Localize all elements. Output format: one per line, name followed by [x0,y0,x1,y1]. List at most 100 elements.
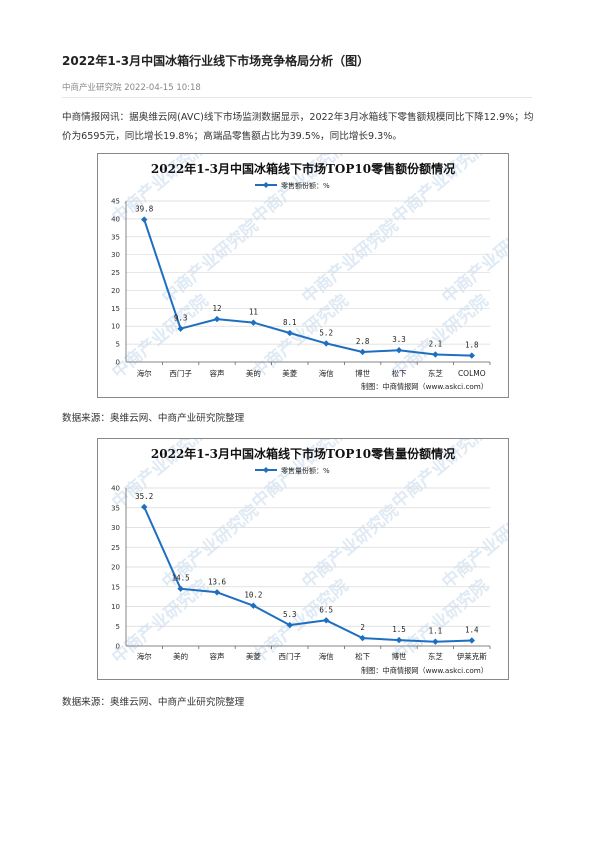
data-label: 2.1 [429,339,443,348]
y-tick-label: 40 [111,215,120,223]
article-date: 2022-04-15 10:18 [124,83,201,93]
chart-retail-value-share: 中商产业研究院 中商产业研究院 中商产业研究院 中商产业研究院 中商产业研究院 中商产业研… [97,153,509,398]
article-paragraph: 中商情报网讯：据奥维云网(AVC)线下市场监测数据显示，2022年3月冰箱线下零… [62,112,534,142]
legend-label: 零售量份额：% [281,466,330,475]
x-category-label: 东芝 [428,651,443,661]
data-point [213,315,221,323]
data-point [177,325,184,332]
x-category-label: 博世 [355,368,370,378]
legend-marker [263,467,269,473]
y-tick-label: 15 [111,305,120,313]
data-label: 6.5 [319,605,333,614]
x-category-label: 容声 [210,651,225,661]
legend-label: 零售额份额：% [281,181,330,190]
x-category-label: 美菱 [282,368,297,378]
x-category-label: COLMO [458,369,486,378]
y-tick-label: 5 [116,341,120,349]
data-label: 9.3 [174,314,188,323]
data-label: 11 [249,308,258,317]
x-category-label: 海尔 [137,368,152,378]
data-label: 8.1 [283,318,297,327]
x-category-label: 博世 [392,651,407,661]
watermark-text: 中商产业研究院 [298,500,403,593]
x-category-label: 西门子 [169,369,192,378]
x-category-label: 西门子 [279,652,302,661]
data-point [468,637,475,644]
data-label: 5.2 [319,328,333,337]
x-category-label: 美菱 [246,651,261,661]
data-point [286,329,293,337]
y-tick-label: 10 [111,323,120,331]
watermark-text: 中商产业研究院 [298,215,403,308]
y-tick-label: 5 [116,623,120,631]
x-category-label: 海尔 [137,651,152,661]
x-category-label: 海信 [319,368,334,378]
x-category-label: 松下 [355,651,370,661]
watermark-text: 中商产业研究院 [108,575,213,668]
data-label: 3.3 [392,335,406,344]
y-tick-label: 10 [111,603,120,611]
data-point [141,503,148,511]
data-point [141,216,148,223]
data-label: 2 [360,623,365,632]
chart-title: 2022年1-3月中国冰箱线下市场TOP10零售额份额情况 [151,161,455,176]
y-tick-label: 0 [116,359,120,367]
data-point [323,617,330,624]
y-tick-label: 30 [111,524,120,532]
series-line [143,219,472,357]
data-label: 1.8 [465,341,479,350]
data-point [213,589,221,596]
data-point [395,346,403,354]
data-label: 2.8 [356,337,370,346]
article-source-link[interactable]: 中商产业研究院 [62,83,122,93]
x-category-label: 美的 [173,651,188,661]
y-tick-label: 35 [111,233,120,241]
y-tick-label: 45 [111,198,120,206]
watermark-text: 中商产业研究院 [438,500,508,593]
data-label: 39.8 [135,205,154,214]
article-meta: 中商产业研究院 2022-04-15 10:18 [62,81,201,93]
x-category-label: 伊莱克斯 [457,651,487,661]
chart-credit: 制图：中商情报网（www.askci.com） [361,382,488,391]
legend-marker [263,182,269,188]
x-category-label: 美的 [246,368,261,378]
data-point [323,340,330,347]
data-label: 1.5 [392,625,406,634]
data-label: 13.6 [208,577,227,586]
data-point [359,634,366,642]
y-tick-label: 20 [111,564,120,572]
y-tick-label: 0 [116,643,120,651]
data-point [468,352,475,359]
x-category-label: 海信 [319,651,334,661]
chart-credit: 制图：中商情报网（www.askci.com） [361,666,488,675]
x-category-label: 东芝 [428,368,443,378]
data-label: 12 [212,304,221,313]
x-category-label: 松下 [392,368,407,378]
data-label: 1.1 [429,627,443,636]
y-tick-label: 20 [111,287,120,295]
chart-retail-volume-share: 中商产业研究院 中商产业研究院 中商产业研究院 中商产业研究院 中商产业研究院 中商产业研… [97,438,509,680]
data-source-caption-2: 数据来源：奥维云网、中商产业研究院整理 [62,697,245,708]
y-tick-label: 40 [111,485,120,493]
data-label: 14.5 [172,574,190,583]
chart-legend: 零售额份额：% [255,181,330,190]
data-point [359,348,366,356]
watermark-text: 中商产业研究院 [438,215,508,308]
data-label: 1.4 [465,625,479,634]
y-tick-label: 35 [111,504,120,512]
x-category-label: 容声 [210,368,225,378]
y-tick-label: 25 [111,269,120,277]
y-tick-label: 15 [111,583,120,591]
article-title: 2022年1-3月中国冰箱行业线下市场竞争格局分析（图） [62,54,370,68]
watermark-text: 中商产业研究院 [158,215,263,308]
data-label: 35.2 [135,492,153,501]
y-tick-label: 30 [111,251,120,259]
title-divider [62,97,532,98]
data-label: 5.3 [283,610,297,619]
data-label: 10.2 [244,591,262,600]
data-source-caption-1: 数据来源：奥维云网、中商产业研究院整理 [62,413,245,424]
chart-legend: 零售量份额：% [255,466,330,475]
series-line [143,506,472,643]
